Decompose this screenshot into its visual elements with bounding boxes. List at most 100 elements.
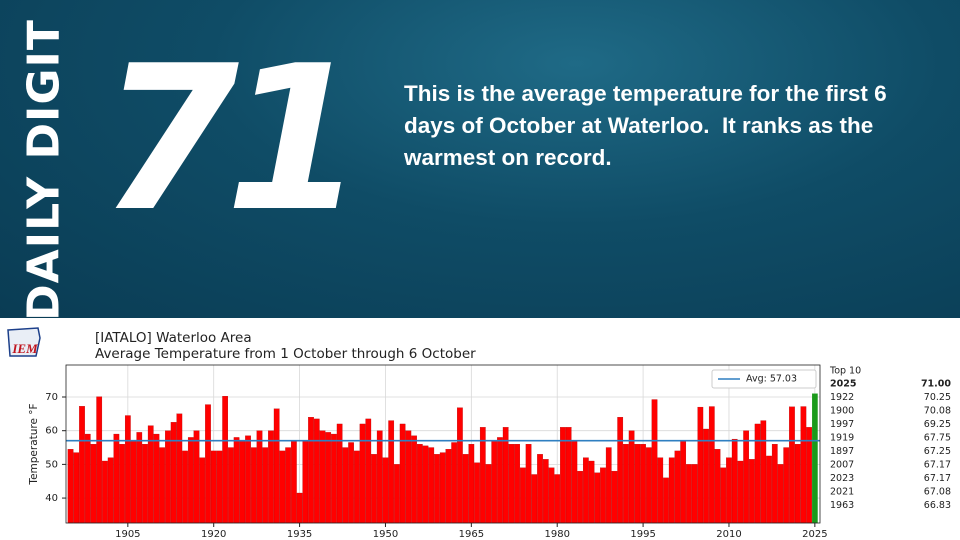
bar bbox=[525, 444, 532, 524]
chart-subtitle: Average Temperature from 1 October throu… bbox=[95, 346, 476, 362]
x-tick-label: 1965 bbox=[459, 529, 484, 540]
bar bbox=[222, 396, 228, 524]
table-value: 71.00 bbox=[921, 379, 951, 390]
bar bbox=[560, 427, 566, 524]
bar bbox=[634, 444, 641, 524]
bar bbox=[159, 447, 166, 524]
y-tick-label: 70 bbox=[45, 392, 58, 403]
bar bbox=[124, 415, 131, 524]
bar bbox=[514, 444, 520, 524]
bar bbox=[497, 437, 503, 524]
bar bbox=[743, 430, 749, 524]
bar bbox=[228, 447, 234, 524]
table-year: 2007 bbox=[830, 460, 854, 471]
bar bbox=[697, 406, 704, 524]
y-tick-label: 60 bbox=[45, 426, 58, 437]
logo-text: IEM bbox=[11, 341, 38, 356]
bar bbox=[577, 470, 583, 524]
bar bbox=[428, 447, 435, 524]
bar bbox=[365, 418, 372, 524]
bar bbox=[399, 423, 406, 524]
bar bbox=[199, 457, 206, 524]
x-tick-label: 1980 bbox=[544, 529, 569, 540]
x-tick-label: 1950 bbox=[373, 529, 398, 540]
bar bbox=[760, 420, 767, 524]
bar bbox=[794, 444, 801, 524]
table-year: 1963 bbox=[830, 500, 854, 511]
bar bbox=[491, 440, 498, 524]
bar bbox=[67, 449, 74, 524]
bar bbox=[571, 440, 578, 524]
table-value: 67.17 bbox=[924, 460, 951, 471]
bar bbox=[777, 464, 784, 524]
logo: IEM bbox=[7, 327, 41, 357]
table-value: 67.25 bbox=[924, 446, 951, 457]
table-year: 1900 bbox=[830, 406, 854, 417]
bar bbox=[554, 474, 561, 524]
bar bbox=[336, 423, 343, 524]
bar bbox=[754, 423, 761, 524]
x-tick-label: 2025 bbox=[802, 529, 827, 540]
bar bbox=[714, 449, 721, 524]
bar bbox=[371, 454, 377, 524]
bar bbox=[205, 404, 211, 524]
bar bbox=[806, 427, 812, 524]
bar bbox=[737, 460, 744, 524]
bar bbox=[262, 447, 269, 524]
bar bbox=[812, 393, 818, 524]
bar bbox=[588, 460, 595, 524]
bar bbox=[187, 437, 194, 524]
bar bbox=[96, 396, 103, 524]
bar bbox=[239, 440, 246, 524]
bar bbox=[79, 406, 85, 524]
bar bbox=[766, 455, 772, 524]
bar bbox=[462, 454, 469, 524]
x-tick-label: 2010 bbox=[716, 529, 741, 540]
bar bbox=[451, 442, 458, 524]
bar bbox=[176, 413, 183, 524]
bar bbox=[210, 450, 217, 524]
bar bbox=[394, 464, 400, 524]
bar bbox=[691, 464, 698, 524]
bar bbox=[468, 444, 475, 524]
bar bbox=[668, 457, 675, 524]
bar bbox=[651, 399, 658, 524]
bar bbox=[474, 462, 480, 524]
x-tick-label: 1905 bbox=[115, 529, 140, 540]
description: This is the average temperature for the … bbox=[404, 81, 893, 170]
bar bbox=[90, 444, 97, 524]
bar bbox=[628, 430, 635, 524]
bar bbox=[107, 457, 114, 524]
logo-shape bbox=[7, 327, 41, 357]
bar bbox=[623, 444, 629, 524]
bar bbox=[565, 427, 572, 524]
plot-frame bbox=[65, 364, 821, 524]
bar bbox=[302, 440, 309, 524]
bar bbox=[342, 447, 349, 524]
bar bbox=[720, 467, 727, 524]
bar bbox=[600, 467, 606, 524]
table-value: 67.08 bbox=[924, 487, 951, 498]
bar bbox=[594, 472, 601, 524]
bar bbox=[233, 437, 240, 524]
bar bbox=[84, 433, 91, 524]
big-number: 71 bbox=[100, 23, 364, 256]
bar bbox=[508, 444, 515, 524]
table-year: 2021 bbox=[830, 487, 854, 498]
bar bbox=[537, 454, 543, 524]
bar bbox=[216, 450, 223, 524]
table-value: 70.08 bbox=[924, 406, 951, 417]
bar bbox=[331, 433, 337, 524]
bar bbox=[663, 477, 669, 524]
bar bbox=[142, 444, 148, 524]
bar bbox=[376, 430, 383, 524]
table-value: 70.25 bbox=[924, 392, 951, 403]
bar bbox=[485, 464, 492, 524]
bar bbox=[279, 450, 286, 524]
bar bbox=[708, 406, 715, 524]
bar bbox=[686, 464, 692, 524]
bar bbox=[245, 435, 251, 524]
table-year: 1922 bbox=[830, 392, 854, 403]
bar bbox=[193, 430, 200, 524]
legend-label: Avg: 57.03 bbox=[746, 374, 797, 385]
